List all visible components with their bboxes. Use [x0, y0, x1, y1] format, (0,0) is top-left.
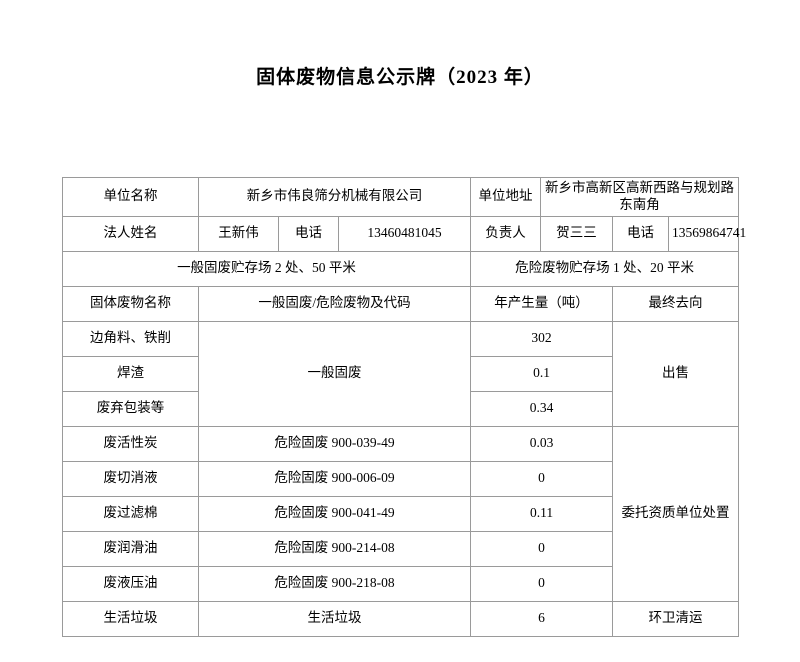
- table-row: 焊渣 0.1: [62, 355, 739, 392]
- header-final-destination: 最终去向: [612, 285, 740, 322]
- legal-phone-label: 电话: [278, 215, 339, 252]
- waste-category-3: 危险固废 900-039-49: [197, 425, 472, 462]
- unit-address-value: 新乡市高新区高新西路与规划路东南角: [540, 177, 740, 217]
- waste-name-3: 废活性炭: [62, 425, 199, 462]
- table-row: 单位名称 新乡市伟良筛分机械有限公司 单位地址 新乡市高新区高新西路与规划路东南…: [62, 177, 740, 217]
- waste-amount-1: 0.1: [470, 355, 614, 392]
- waste-destination-0: 出售: [612, 320, 740, 427]
- waste-category-8: 生活垃圾: [197, 600, 472, 637]
- table-row: 废弃包装等 0.34: [62, 390, 739, 427]
- unit-name-label: 单位名称: [62, 177, 199, 217]
- table-row: 边角料、铁削 一般固废 302 出售: [62, 320, 740, 427]
- table-row: 法人姓名 王新伟 电话 13460481045 负责人 贺三三 电话 13569…: [62, 215, 746, 252]
- waste-name-0: 边角料、铁削: [62, 320, 199, 357]
- waste-category-6: 危险固废 900-214-08: [197, 530, 472, 567]
- table-row: 废切消液 危险固废 900-006-09 0: [62, 460, 739, 497]
- hazardous-waste-storage: 危险废物贮存场 1 处、20 平米: [470, 250, 740, 287]
- table-row: 废液压油 危险固废 900-218-08 0: [62, 565, 739, 602]
- waste-category-4: 危险固废 900-006-09: [197, 460, 472, 497]
- table-row: 废过滤棉 危险固废 900-041-49 0.11: [62, 495, 739, 532]
- waste-info-table: 单位名称 新乡市伟良筛分机械有限公司 单位地址 新乡市高新区高新西路与规划路东南…: [61, 177, 746, 637]
- table-row: 一般固废贮存场 2 处、50 平米 危险废物贮存场 1 处、20 平米: [61, 250, 740, 287]
- document-page: 固体废物信息公示牌（2023 年） 单位名称 新乡市伟良筛分机械有限公司 单位地…: [0, 62, 800, 662]
- waste-category-5: 危险固废 900-041-49: [197, 495, 472, 532]
- table-row: 废润滑油 危险固废 900-214-08 0: [62, 530, 739, 567]
- legal-phone-value: 13460481045: [337, 215, 472, 252]
- principal-value: 贺三三: [540, 215, 614, 252]
- waste-amount-3: 0.03: [470, 425, 614, 462]
- waste-destination-3: 委托资质单位处置: [612, 425, 740, 602]
- waste-name-8: 生活垃圾: [62, 600, 199, 637]
- legal-person-label: 法人姓名: [62, 215, 199, 252]
- principal-phone-value: 13569864741: [668, 215, 746, 252]
- waste-category-7: 危险固废 900-218-08: [197, 565, 472, 602]
- table-row: 废活性炭 危险固废 900-039-49 0.03 委托资质单位处置: [62, 425, 740, 602]
- waste-name-4: 废切消液: [62, 460, 199, 497]
- waste-name-6: 废润滑油: [62, 530, 199, 567]
- waste-name-5: 废过滤棉: [62, 495, 199, 532]
- principal-phone-label: 电话: [612, 215, 670, 252]
- waste-destination-8: 环卫清运: [612, 600, 740, 637]
- waste-amount-7: 0: [470, 565, 614, 602]
- table-row: 生活垃圾 生活垃圾 6 环卫清运: [62, 600, 740, 637]
- waste-amount-5: 0.11: [470, 495, 614, 532]
- unit-address-label: 单位地址: [470, 177, 542, 217]
- waste-amount-2: 0.34: [470, 390, 614, 427]
- header-annual-output: 年产生量（吨）: [470, 285, 614, 322]
- table-header-row: 固体废物名称 一般固废/危险废物及代码 年产生量（吨） 最终去向: [62, 285, 740, 322]
- waste-name-2: 废弃包装等: [62, 390, 199, 427]
- waste-category-0: 一般固废: [197, 320, 472, 427]
- unit-name-value: 新乡市伟良筛分机械有限公司: [197, 177, 472, 217]
- waste-amount-6: 0: [470, 530, 614, 567]
- header-waste-name: 固体废物名称: [62, 285, 199, 322]
- waste-amount-0: 302: [470, 320, 614, 357]
- page-title: 固体废物信息公示牌（2023 年）: [256, 67, 544, 88]
- waste-info-table-wrapper: 单位名称 新乡市伟良筛分机械有限公司 单位地址 新乡市高新区高新西路与规划路东南…: [61, 177, 746, 637]
- waste-amount-8: 6: [470, 600, 614, 637]
- waste-name-1: 焊渣: [62, 355, 199, 392]
- general-waste-storage: 一般固废贮存场 2 处、50 平米: [61, 250, 472, 287]
- waste-amount-4: 0: [470, 460, 614, 497]
- principal-label: 负责人: [470, 215, 542, 252]
- legal-person-value: 王新伟: [198, 215, 279, 252]
- header-category-code: 一般固废/危险废物及代码: [197, 285, 472, 322]
- waste-name-7: 废液压油: [62, 565, 199, 602]
